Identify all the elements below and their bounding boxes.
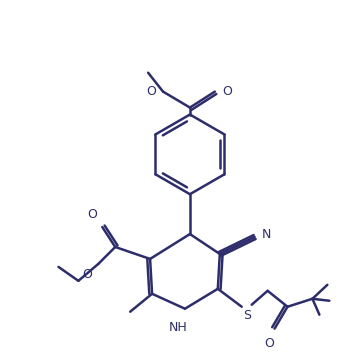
Text: S: S xyxy=(243,309,251,322)
Text: O: O xyxy=(222,85,232,98)
Text: NH: NH xyxy=(169,321,187,334)
Text: N: N xyxy=(262,228,271,240)
Text: O: O xyxy=(82,268,92,281)
Text: O: O xyxy=(87,208,97,221)
Text: O: O xyxy=(146,85,156,98)
Text: O: O xyxy=(265,337,275,349)
